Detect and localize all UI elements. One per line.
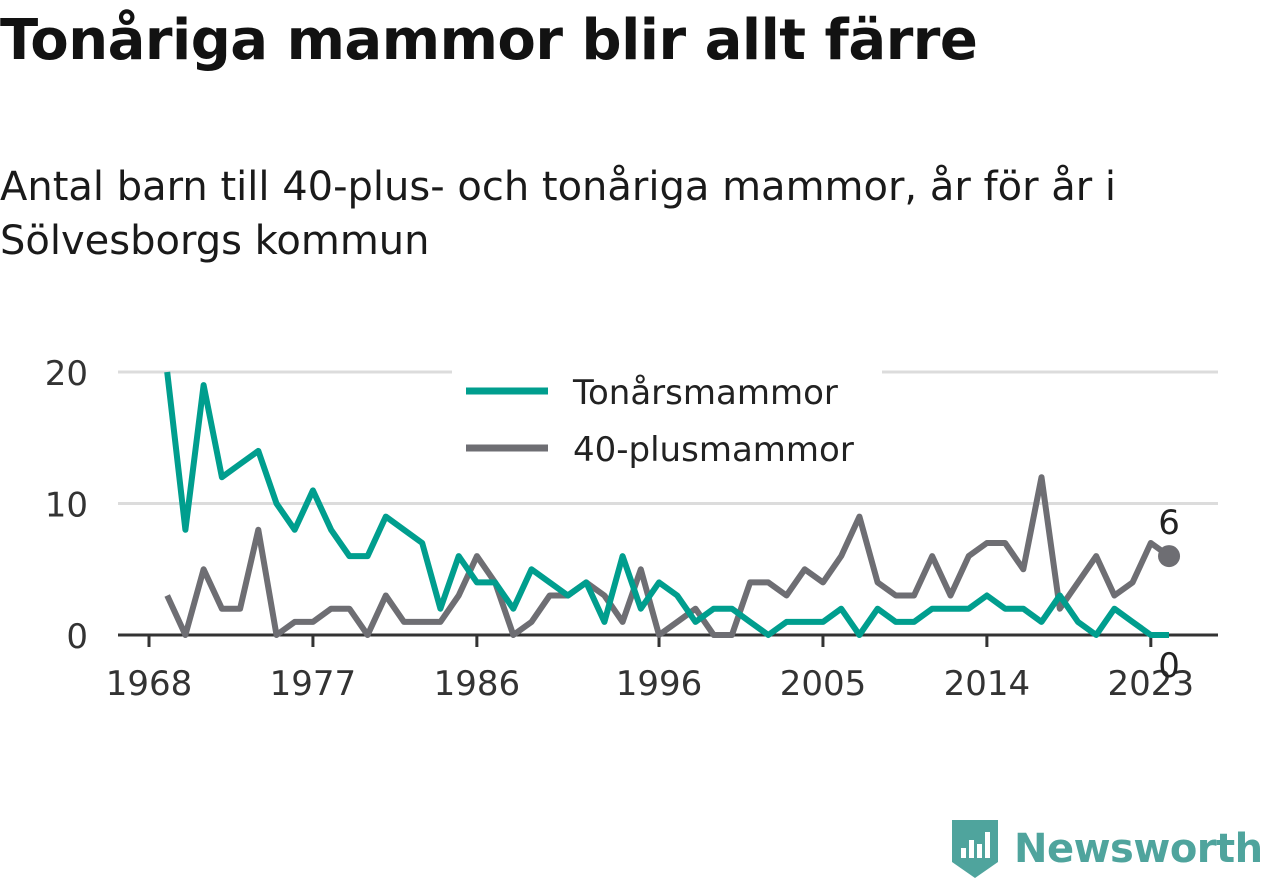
newsworthy-logo: Newsworthy: [950, 818, 1262, 880]
x-tick-label: 1977: [270, 664, 357, 704]
end-labels: 60: [1158, 503, 1181, 686]
y-tick-label: 10: [45, 486, 88, 526]
y-tick-label: 20: [45, 354, 88, 394]
end-point-40-plusmammor: [1158, 545, 1181, 568]
legend-label: 40-plusmammor: [573, 430, 854, 470]
chart-title: Tonåriga mammor blir allt färre: [0, 8, 978, 73]
y-tick-label: 0: [66, 617, 88, 657]
legend: Tonårsmammor 40-plusmammor: [452, 366, 882, 484]
x-tick-label: 1986: [434, 664, 521, 704]
x-tick-label: 2014: [944, 664, 1031, 704]
x-axis-ticks: 1968 1977 1986 1996 2005 2014 2023: [106, 635, 1194, 704]
series-lines: [164, 371, 1171, 638]
x-tick-label: 1968: [106, 664, 193, 704]
x-tick-label: 2023: [1108, 664, 1195, 704]
brand-name: Newsworthy: [1014, 826, 1262, 872]
end-label-40-plusmammor: 6: [1158, 503, 1180, 543]
y-axis-ticks: 0 10 20: [45, 354, 88, 657]
bar-chart-badge-icon: [952, 820, 998, 878]
legend-background: [452, 366, 882, 484]
end-label-tonarsmammor: 0: [1158, 646, 1180, 686]
chart-subtitle: Antal barn till 40-plus- och tonåriga ma…: [0, 164, 1117, 264]
series-line-40-plusmammor: [164, 474, 1171, 638]
series-line-tonarsmammor: [164, 371, 1169, 638]
legend-label: Tonårsmammor: [572, 373, 838, 413]
x-tick-label: 1996: [616, 664, 703, 704]
x-tick-label: 2005: [780, 664, 867, 704]
